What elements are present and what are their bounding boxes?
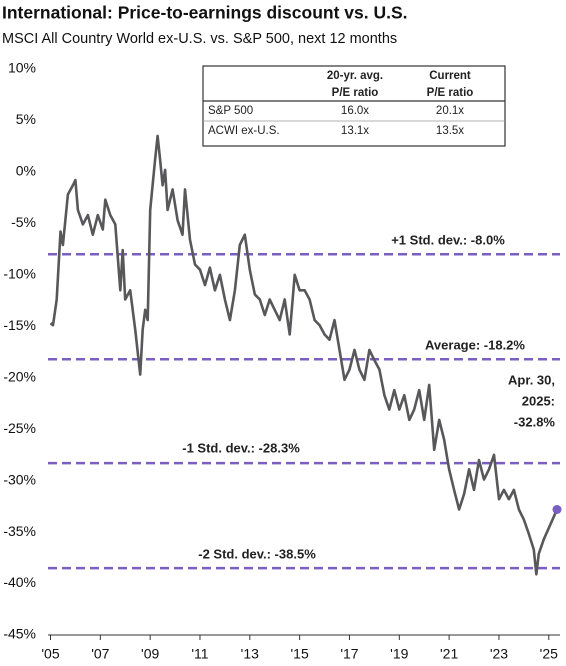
y-tick-label: 0% <box>16 163 36 179</box>
x-tick-label: '17 <box>340 646 358 662</box>
x-tick-label: '13 <box>241 646 259 662</box>
chart-subtitle: MSCI All Country World ex-U.S. vs. S&P 5… <box>2 31 397 47</box>
chart-title: International: Price-to-earnings discoun… <box>2 3 407 23</box>
table-cell: S&P 500 <box>208 105 253 117</box>
table-cell: 20.1x <box>436 105 464 117</box>
table-cell: 13.1x <box>341 125 369 137</box>
table-cell: ACWI ex-U.S. <box>208 125 280 137</box>
table-cell: 16.0x <box>341 105 369 117</box>
y-tick-label: -45% <box>3 626 36 642</box>
end-annotation: -32.8% <box>514 414 556 429</box>
y-tick-label: 5% <box>16 111 36 127</box>
y-tick-label: -25% <box>3 420 36 436</box>
data-line <box>49 134 559 576</box>
x-tick-label: '25 <box>540 646 558 662</box>
x-tick-label: '15 <box>291 646 309 662</box>
y-tick-label: -10% <box>3 266 36 282</box>
x-tick-label: '23 <box>490 646 508 662</box>
end-annotation: Apr. 30, <box>508 372 555 387</box>
y-tick-label: -30% <box>3 471 36 487</box>
y-tick-label: -35% <box>3 523 36 539</box>
y-tick-label: -15% <box>3 317 36 333</box>
reference-label: +1 Std. dev.: -8.0% <box>391 233 505 248</box>
table-header: P/E ratio <box>427 87 474 99</box>
table-box <box>202 65 506 147</box>
y-tick-label: -40% <box>3 574 36 590</box>
y-tick-label: 10% <box>8 60 36 76</box>
x-tick-label: '19 <box>390 646 408 662</box>
x-tick-label: '09 <box>141 646 159 662</box>
x-tick-label: '05 <box>41 646 59 662</box>
reference-label: -2 Std. dev.: -38.5% <box>198 547 316 562</box>
table-header: Current <box>429 70 471 82</box>
end-annotation: 2025: <box>522 393 555 408</box>
x-tick-label: '07 <box>91 646 109 662</box>
y-tick-label: -20% <box>3 368 36 384</box>
table-header: 20-yr. avg. <box>327 70 383 82</box>
reference-label: -1 Std. dev.: -28.3% <box>182 441 300 456</box>
y-tick-label: -5% <box>11 214 36 230</box>
table-cell: 13.5x <box>436 125 464 137</box>
table-header: P/E ratio <box>332 87 379 99</box>
x-tick-label: '11 <box>191 646 208 662</box>
reference-label: Average: -18.2% <box>425 338 525 353</box>
x-tick-label: '21 <box>440 646 458 662</box>
end-point <box>552 504 562 514</box>
